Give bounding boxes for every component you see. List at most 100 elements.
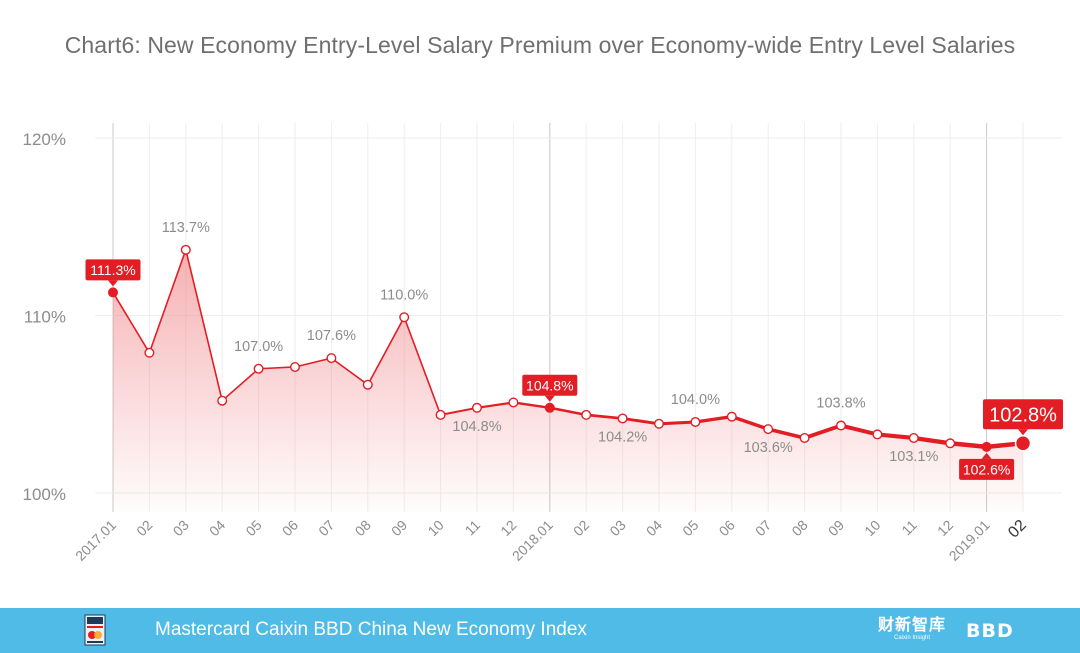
data-point <box>945 438 956 449</box>
badge-pointer <box>544 395 555 402</box>
series-line-segment <box>548 406 588 417</box>
data-point <box>836 420 847 431</box>
x-tick-label: 03 <box>170 517 192 539</box>
x-tick-label: 07 <box>752 517 774 539</box>
x-tick-label: 08 <box>352 517 374 539</box>
badge-box <box>959 458 1015 480</box>
x-tick-label: 10 <box>424 517 446 539</box>
data-label: 103.6% <box>744 440 793 456</box>
series-line-segment <box>657 420 697 426</box>
badge-text: 102.8% <box>989 405 1057 427</box>
data-point <box>690 417 701 428</box>
footer-index-name: Mastercard Caixin BBD China New Economy … <box>155 619 587 640</box>
badge-pointer <box>1018 429 1028 436</box>
data-point <box>508 397 519 408</box>
x-tick-label: 2017.01 <box>72 517 119 564</box>
chart-plot: 111.3% 113.7% 107.0% 107.6% 110.0% 104.8% 104.… <box>23 123 1063 564</box>
badge-pointer <box>981 452 992 459</box>
x-tick-label: 04 <box>206 517 228 539</box>
data-label: 103.1% <box>889 449 938 465</box>
series-line-segment <box>148 249 187 354</box>
data-point-current <box>1014 435 1032 452</box>
series-line-segment <box>584 413 624 420</box>
caixin-logo-cn: 财新智库 <box>878 617 947 634</box>
data-label: 113.7% <box>162 220 210 236</box>
data-point <box>872 429 883 440</box>
data-label: 104.2% <box>598 429 647 445</box>
data-label: 104.0% <box>671 392 720 408</box>
series-line-segment <box>185 249 223 402</box>
data-point <box>435 409 446 420</box>
badge-box <box>522 374 578 396</box>
data-point <box>654 418 665 429</box>
x-tick-label: 02 <box>570 517 592 539</box>
chart-title: Chart6: New Economy Entry-Level Salary P… <box>64 32 1016 58</box>
data-label-badge: 102.8% <box>983 399 1063 436</box>
x-tick-label: 12 <box>934 517 956 539</box>
bbd-logo: BBD <box>966 620 1014 642</box>
data-label-badge: 102.6% <box>959 452 1015 480</box>
y-tick-label: 110% <box>24 308 66 327</box>
series-line-segment <box>693 415 734 424</box>
badge-text: 102.6% <box>963 461 1010 477</box>
data-label: 103.8% <box>816 396 865 412</box>
x-tick-label: 11 <box>898 517 920 539</box>
data-label: 104.8% <box>452 419 501 435</box>
series-line-segment <box>802 423 843 440</box>
series-line-segment <box>257 366 296 370</box>
data-point <box>726 411 737 422</box>
data-point <box>617 413 628 424</box>
x-tick-label: 09 <box>825 517 847 539</box>
badge-pointer <box>108 280 118 287</box>
data-point-highlight <box>544 402 555 413</box>
data-point <box>581 409 592 420</box>
caixin-logo-en: Caixin Insight <box>893 635 931 641</box>
series-line-segment <box>875 432 916 441</box>
data-point <box>180 244 191 255</box>
data-point <box>144 347 155 358</box>
x-tick-label: 07 <box>315 517 337 539</box>
data-point <box>253 363 264 374</box>
new-economy-index-logo <box>84 614 106 653</box>
data-point <box>326 353 337 364</box>
data-point <box>290 361 301 372</box>
x-tick-label: 08 <box>788 517 810 539</box>
x-tick-label: 05 <box>242 517 264 539</box>
data-point-highlight <box>981 441 992 452</box>
x-tick-label: 06 <box>716 517 738 539</box>
x-tick-label: 06 <box>279 517 301 539</box>
x-tick-label: 04 <box>643 517 665 539</box>
data-point <box>799 432 810 443</box>
data-point <box>399 312 410 323</box>
series-line-segment <box>294 357 333 368</box>
x-tick-label: 2019.01 <box>946 517 993 564</box>
series-line-segment <box>730 414 770 431</box>
data-point <box>908 432 919 443</box>
area-fill <box>113 249 1023 512</box>
series-line-segment <box>221 367 260 402</box>
series-line-segment <box>330 357 369 386</box>
series-line-segment <box>403 316 442 416</box>
series-line-segment <box>366 316 406 386</box>
data-point <box>472 402 483 413</box>
data-label-badge: 111.3% <box>85 259 141 287</box>
x-tick-label: 11 <box>462 517 484 539</box>
series-line-segment <box>911 435 953 446</box>
x-tick-label: 02 <box>133 517 155 539</box>
x-tick-label: 02 <box>1005 517 1030 542</box>
y-tick-label: 100% <box>23 485 66 504</box>
data-label: 107.6% <box>307 328 356 344</box>
series-line-segment <box>112 291 151 354</box>
badge-text: 111.3% <box>90 262 135 278</box>
data-point <box>217 395 228 406</box>
series-line-segment <box>766 427 807 440</box>
data-point-highlight <box>108 287 118 298</box>
data-label-badge: 104.8% <box>522 374 578 402</box>
series-line-segment <box>475 401 515 409</box>
y-tick-label: 120% <box>23 130 66 149</box>
data-point <box>362 379 373 390</box>
badge-text: 104.8% <box>526 377 573 393</box>
x-tick-label: 2018.01 <box>509 517 556 564</box>
x-tick-label: 03 <box>606 517 628 539</box>
x-tick-label: 05 <box>679 517 701 539</box>
